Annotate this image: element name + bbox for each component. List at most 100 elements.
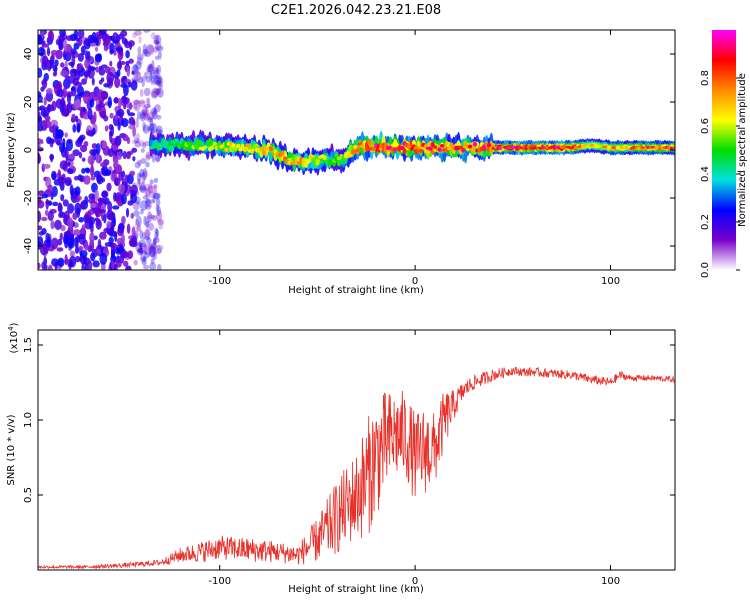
spectrogram-noise-cell <box>152 239 157 250</box>
spectrogram-noise-cell <box>125 151 131 160</box>
spectrogram-signal-cell <box>219 144 224 149</box>
spectrogram-noise-cell <box>57 169 61 178</box>
spectrogram-noise-cell <box>74 202 82 215</box>
spectrogram-y-tick-label: 40 <box>23 48 34 61</box>
colorbar: 0.0 0.2 0.4 0.6 0.8 Normalized spectral ampl… <box>700 30 748 278</box>
spectrogram-noise-cell <box>155 204 159 212</box>
spectrogram-noise-cell <box>74 247 80 254</box>
spectrogram-noise-cell <box>64 147 69 160</box>
spectrogram-noise-cell <box>137 159 142 166</box>
spectrogram-noise-cell <box>145 204 152 210</box>
spectrogram-noise-cell <box>66 92 72 104</box>
colorbar-bar <box>712 30 736 270</box>
spectrogram-y-tick-label: 0 <box>23 147 34 153</box>
spectrogram-noise-cell <box>59 160 68 170</box>
spectrogram-noise-cell <box>149 123 158 134</box>
spectrogram-noise-cell <box>109 112 114 119</box>
spectrogram-noise-cell <box>140 148 145 153</box>
spectrogram-noise-cell <box>141 110 149 117</box>
spectrogram-y-axis-title: Frequency (Hz) <box>6 112 17 188</box>
spectrogram-x-tick-label: 100 <box>601 276 620 287</box>
spectrogram-noise-cell <box>87 198 95 204</box>
spectrogram-noise-cell <box>78 136 84 143</box>
spectrogram-signal-cell <box>203 145 208 149</box>
spectrogram-signal-cell <box>254 144 259 149</box>
spectrogram-noise-cell <box>94 46 99 52</box>
spectrogram-noise-cell <box>42 163 51 169</box>
spectrogram-noise-cell <box>142 168 148 180</box>
spectrogram-noise-cell <box>54 59 59 67</box>
spectrogram-noise-cell <box>140 158 147 164</box>
spectrogram-noise-cell <box>99 231 107 240</box>
spectrogram-noise-cell <box>154 73 162 86</box>
spectrogram-noise-cell <box>145 161 150 168</box>
spectrogram-noise-cell <box>138 140 144 147</box>
spectrogram-signal-cell <box>458 145 463 149</box>
spectrogram-noise-cell <box>44 115 51 122</box>
spectrogram-signal-cell <box>282 156 288 161</box>
spectrogram-signal-cell <box>268 146 274 151</box>
spectrogram-noise-cell <box>156 114 162 120</box>
spectrogram-noise-cell <box>68 241 75 249</box>
spectrogram-noise-cell <box>95 66 99 73</box>
spectrogram-x-axis-title: Height of straight line (km) <box>288 285 424 296</box>
spectrogram-noise-cell <box>74 186 81 196</box>
spectrogram-noise-cell <box>88 64 92 76</box>
spectrogram-noise-cell <box>56 88 64 98</box>
spectrogram-signal-cell <box>261 150 267 155</box>
spectrogram-noise-cell <box>150 257 155 265</box>
spectrogram-noise-cell <box>94 54 102 63</box>
spectrogram-noise-cell <box>154 55 160 61</box>
spectrogram-noise-cell <box>152 46 159 53</box>
spectrogram-noise-cell <box>106 182 112 192</box>
spectrogram-signal-cell <box>672 146 675 150</box>
spectrogram-noise-cell <box>137 178 141 185</box>
spectrogram-signal-cell <box>205 140 210 146</box>
spectrogram-noise-cell <box>103 227 111 234</box>
spectrogram-noise-cell <box>57 238 63 246</box>
spectrogram-noise-cell <box>103 33 111 46</box>
spectrogram-noise-cell <box>89 232 95 244</box>
spectrogram-noise-cell <box>52 71 57 77</box>
spectrogram-noise-cell <box>107 96 113 109</box>
spectrogram-noise-cell <box>50 220 55 230</box>
spectrogram-noise-cell <box>152 193 160 200</box>
spectrogram-noise-cell <box>142 111 146 116</box>
spectrogram-noise-cell <box>147 69 153 76</box>
spectrogram-noise-cell <box>137 248 142 253</box>
spectrogram-noise-cell <box>128 235 133 240</box>
spectrogram-noise-cell <box>113 177 121 187</box>
spectrogram-signal-cell <box>355 148 360 153</box>
spectrogram-y-tick-label: 20 <box>23 96 34 109</box>
spectrogram-noise-cell <box>126 137 131 144</box>
spectrogram-noise-cell <box>103 44 109 52</box>
spectrogram-noise-cell <box>155 244 162 255</box>
spectrogram-noise-cell <box>155 45 164 52</box>
spectrogram-noise-cell <box>87 108 93 120</box>
snr-x-tick-label: -100 <box>208 576 231 587</box>
spectrogram-noise-cell <box>38 225 43 231</box>
spectrogram-noise-cell <box>156 76 164 88</box>
spectrogram-noise-cell <box>145 221 150 229</box>
spectrogram-noise-cell <box>68 61 75 66</box>
spectrogram-noise-cell <box>42 43 50 48</box>
spectrogram-noise-cell <box>47 184 54 193</box>
spectrogram-noise-cell <box>126 266 130 270</box>
spectrogram-noise-cell <box>143 264 150 270</box>
spectrogram-noise-cell <box>38 35 43 45</box>
svg-text:(x104): (x104) <box>7 322 20 353</box>
spectrogram-noise-cell <box>123 260 129 267</box>
spectrogram-noise-cell <box>138 36 142 44</box>
spectrogram-noise-cell <box>38 152 41 164</box>
spectrogram-noise-cell <box>151 152 156 163</box>
spectrogram-noise-cell <box>74 70 81 81</box>
spectrogram-noise-cell <box>128 124 136 130</box>
spectrogram-noise-cell <box>38 46 45 57</box>
spectrogram-noise-cell <box>152 237 157 246</box>
spectrogram-noise-cell <box>96 217 101 227</box>
spectrogram-noise-cell <box>60 70 68 77</box>
spectrogram-noise-cell <box>77 30 85 39</box>
spectrogram-noise-cell <box>149 245 157 258</box>
spectrogram-noise-cell <box>155 87 161 95</box>
spectrogram-signal-cell <box>430 142 435 147</box>
